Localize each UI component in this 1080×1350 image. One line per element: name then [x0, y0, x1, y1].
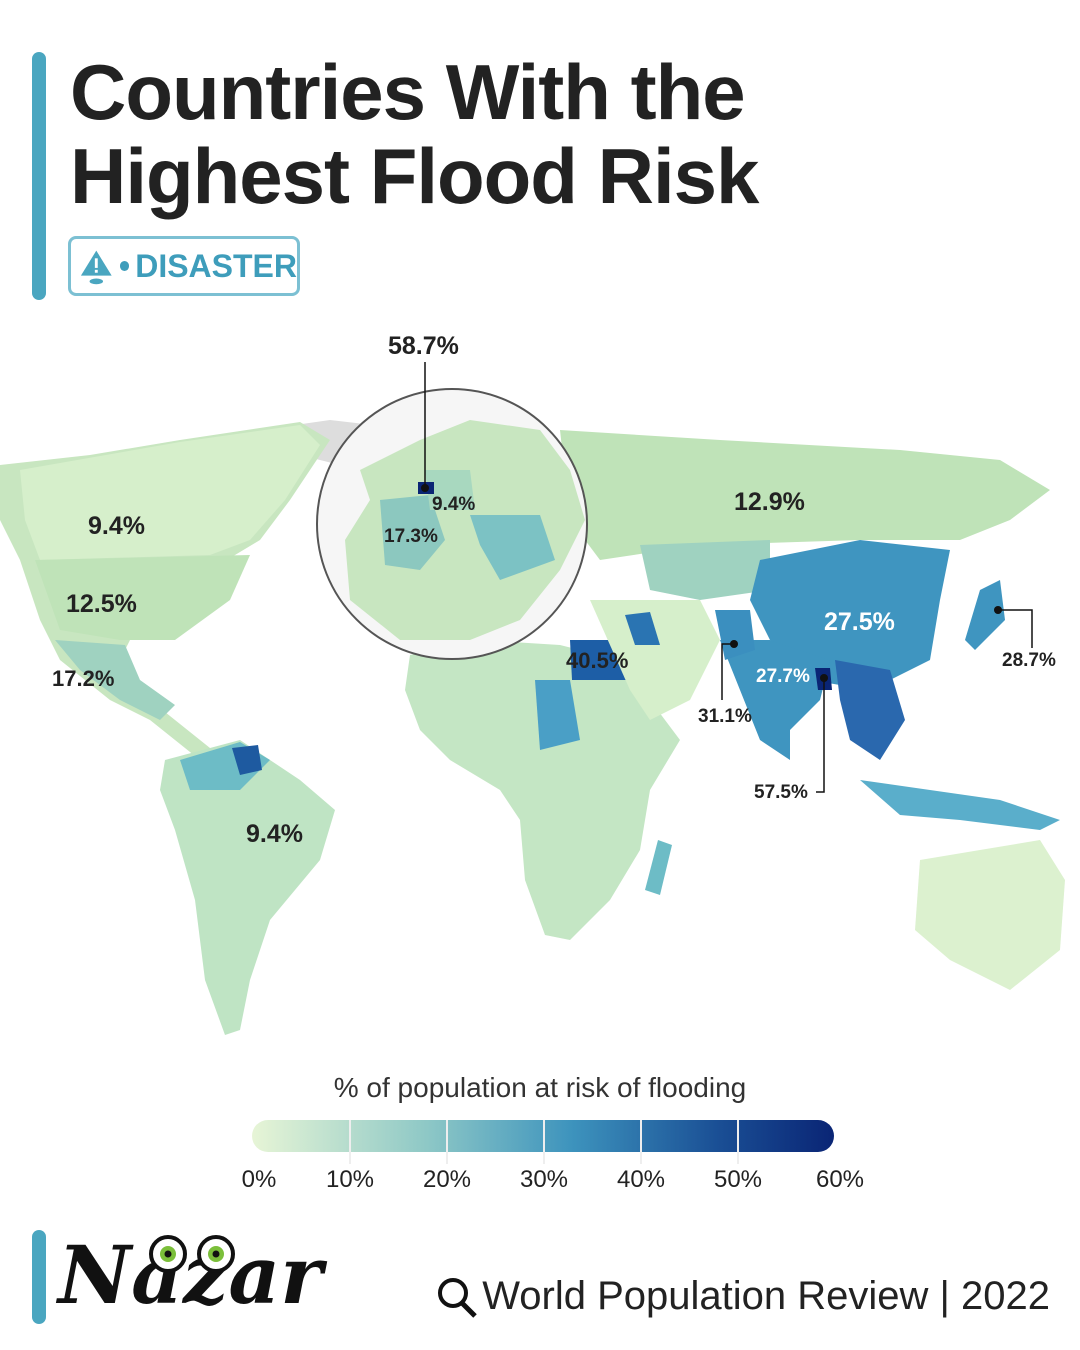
label-japan: 28.7% — [1002, 650, 1056, 671]
footer-accent-bar — [32, 1230, 46, 1324]
logo-eyes-icon — [149, 1235, 235, 1273]
legend-tick — [543, 1120, 545, 1164]
germany — [425, 470, 475, 510]
legend-title: % of population at risk of flooding — [333, 1072, 747, 1103]
label-canada: 9.4% — [88, 512, 145, 540]
category-badge: DISASTER — [68, 236, 300, 296]
legend-tick-label: 30% — [519, 1166, 569, 1193]
title-accent-bar — [32, 52, 46, 300]
badge-label: DISASTER — [135, 247, 297, 284]
label-brazil: 9.4% — [246, 820, 303, 848]
source-credit: World Population Review | 2022 — [436, 1274, 1050, 1319]
africa — [405, 640, 680, 940]
world-map — [0, 362, 1065, 1035]
legend-tick — [737, 1120, 739, 1164]
legend-tick-label: 50% — [713, 1166, 763, 1193]
page-title: Countries With the Highest Flood Risk — [70, 48, 759, 220]
label-egypt: 40.5% — [566, 648, 629, 673]
japan — [965, 580, 1005, 650]
australia — [915, 840, 1065, 990]
suriname — [232, 745, 262, 775]
label-india: 27.7% — [756, 666, 810, 687]
label-netherlands: 58.7% — [388, 332, 459, 360]
canada — [20, 425, 320, 560]
mexico — [55, 640, 175, 720]
source-text: World Population Review | 2022 — [482, 1274, 1050, 1318]
central-asia — [640, 540, 770, 600]
legend-tick — [640, 1120, 642, 1164]
legend-tick-label: 40% — [616, 1166, 666, 1193]
legend-tick-label: 60% — [815, 1166, 865, 1193]
legend-tick-label: 10% — [325, 1166, 375, 1193]
label-france: 17.3% — [384, 526, 438, 547]
iraq — [625, 612, 660, 645]
label-pakistan: 31.1% — [698, 706, 752, 727]
search-icon — [438, 1277, 478, 1318]
europe-inset — [345, 420, 585, 640]
russia — [560, 430, 1050, 560]
label-bangladesh: 57.5% — [754, 782, 808, 803]
france — [380, 495, 445, 570]
label-russia: 12.9% — [734, 488, 805, 516]
legend-tick — [349, 1120, 351, 1164]
south-america — [160, 740, 335, 1035]
label-mexico: 17.2% — [52, 666, 115, 691]
label-germany: 9.4% — [432, 494, 476, 515]
legend-tick — [446, 1120, 448, 1164]
madagascar — [645, 840, 672, 895]
label-china: 27.5% — [824, 608, 895, 636]
pakistan — [715, 610, 755, 660]
usa — [35, 555, 250, 640]
warning-flood-icon — [80, 250, 112, 285]
india — [720, 640, 830, 760]
southeast-asia — [835, 660, 905, 760]
legend-tick-label: 0% — [241, 1166, 277, 1193]
label-usa: 12.5% — [66, 590, 137, 618]
middle-east — [590, 600, 720, 720]
balkans — [470, 515, 555, 580]
badge-dot — [119, 261, 130, 271]
indonesia — [860, 780, 1060, 830]
brand-logo: Nazar — [58, 1228, 323, 1322]
legend-tick-label: 20% — [422, 1166, 472, 1193]
sudan-area — [535, 680, 580, 750]
